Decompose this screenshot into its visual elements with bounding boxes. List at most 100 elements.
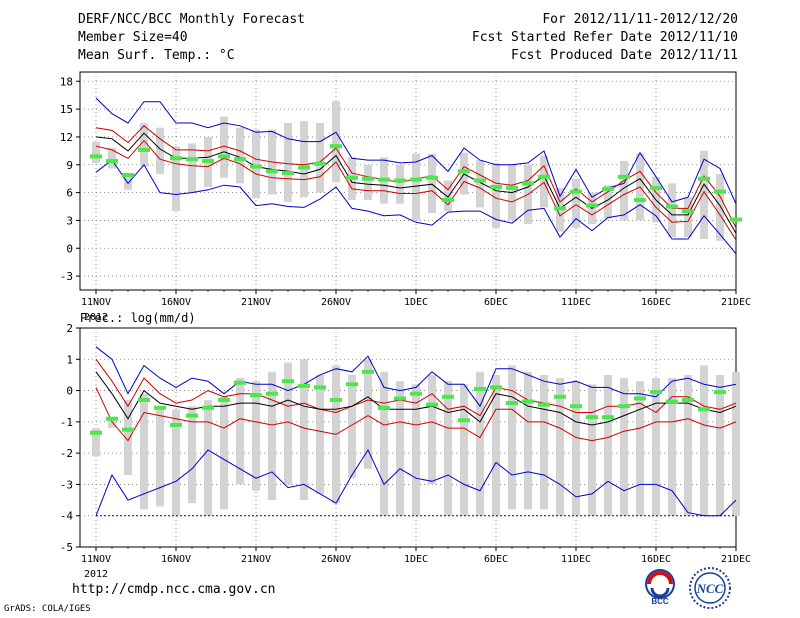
precipitation-ytick-label: -4 — [60, 510, 74, 523]
temperature-climatology-marker — [186, 157, 198, 162]
temperature-ensemble-box — [108, 148, 116, 169]
precipitation-ensemble-box — [364, 359, 372, 469]
temperature-climatology-marker — [170, 156, 182, 161]
temperature-frame — [79, 71, 737, 291]
precipitation-ensemble-box — [668, 378, 676, 516]
precipitation-climatology-marker — [378, 405, 390, 410]
precipitation-ensemble-box — [156, 406, 164, 507]
temperature-ensemble-box — [444, 180, 452, 212]
temperature-climatology-marker — [618, 174, 630, 179]
precipitation-climatology-marker — [346, 382, 358, 387]
temperature-ytick-label: 15 — [60, 103, 73, 116]
precipitation-xtick-label: 21DEC — [721, 554, 751, 565]
temperature-climatology-marker — [346, 175, 358, 180]
precipitation-ensemble-box — [700, 365, 708, 516]
temperature-climatology-marker — [730, 217, 742, 222]
precipitation-climatology-marker — [474, 387, 486, 392]
precipitation-ensemble-box — [236, 378, 244, 485]
temperature-climatology-marker — [666, 204, 678, 209]
temperature-xtick-label: 21DEC — [721, 297, 751, 308]
precipitation-ensemble-box — [380, 371, 388, 516]
temperature-climatology-marker — [538, 174, 550, 179]
precipitation-series-min — [95, 448, 737, 517]
temperature-climatology-marker — [522, 181, 534, 186]
precipitation-ensemble-box — [204, 399, 212, 516]
precipitation-climatology-marker — [314, 385, 326, 390]
temperature-climatology-marker — [474, 178, 486, 183]
temperature-climatology-marker — [90, 154, 102, 159]
temperature-xtick-label: 26NOV — [321, 297, 351, 308]
temperature-climatology-marker — [138, 147, 150, 152]
forecast-produced-date: Fcst Produced Date 2012/11/11 — [511, 48, 738, 63]
precipitation-climatology-marker — [538, 402, 550, 407]
precipitation-year-label: 2012 — [84, 569, 108, 580]
precipitation-climatology-marker — [618, 404, 630, 409]
temperature-climatology-marker — [202, 159, 214, 164]
temperature-climatology-marker — [586, 203, 598, 208]
temperature-ensemble-box — [284, 123, 292, 202]
temperature-climatology-marker — [442, 198, 454, 203]
ncc-logo-text: NCC — [696, 581, 724, 596]
precipitation-ensemble-box — [316, 374, 324, 494]
temperature-ensemble-box — [700, 150, 708, 239]
precipitation-climatology-marker — [282, 379, 294, 384]
precip-axis-label: Prec.: log(mm/d) — [80, 311, 196, 325]
temperature-ensemble-box — [684, 197, 692, 238]
temperature-ytick-label: 0 — [66, 242, 73, 255]
precipitation-climatology-marker — [90, 430, 102, 435]
temperature-ensemble-box — [540, 155, 548, 208]
temperature-ensemble-box — [572, 178, 580, 228]
precipitation-xtick-label: 16DEC — [641, 554, 671, 565]
precipitation-ensemble-box — [252, 381, 260, 491]
precipitation-climatology-marker — [410, 391, 422, 396]
precipitation-climatology-marker — [602, 415, 614, 420]
temperature-climatology-marker — [394, 178, 406, 183]
temperature-ensemble-box — [604, 185, 612, 219]
temperature-climatology-marker — [282, 171, 294, 176]
temperature-ensemble-box — [620, 161, 628, 221]
precipitation-ensemble-box — [732, 371, 740, 516]
precipitation-ensemble-box — [604, 374, 612, 516]
precipitation-ensemble-box — [508, 365, 516, 510]
temperature-ensemble-box — [140, 123, 148, 167]
precipitation-climatology-marker — [154, 405, 166, 410]
temperature-ensemble-box — [124, 174, 132, 190]
temperature-ensemble-box — [316, 123, 324, 193]
temperature-climatology-marker — [122, 172, 134, 177]
precipitation-climatology-marker — [186, 413, 198, 418]
temperature-ensemble-box — [188, 143, 196, 193]
precipitation-ensemble-box — [716, 374, 724, 516]
precipitation-climatology-marker — [138, 397, 150, 402]
precipitation-ensemble-box — [524, 371, 532, 510]
temperature-climatology-marker — [266, 169, 278, 174]
precipitation-climatology-marker — [442, 394, 454, 399]
precipitation-climatology-marker — [522, 399, 534, 404]
precipitation-ensemble-box — [540, 374, 548, 510]
precipitation-climatology-marker — [714, 390, 726, 395]
precipitation-ensemble-box — [412, 384, 420, 516]
precipitation-ensemble-box — [108, 418, 116, 429]
precipitation-climatology-marker — [650, 390, 662, 395]
precipitation-ensemble-box — [428, 374, 436, 485]
temperature-climatology-marker — [458, 169, 470, 174]
temperature-ensemble-box — [92, 141, 100, 163]
precipitation-climatology-marker — [458, 418, 470, 423]
temperature-climatology-marker — [698, 176, 710, 181]
precipitation-xtick-label: 26NOV — [321, 554, 351, 565]
precipitation-xtick-label: 21NOV — [241, 554, 271, 565]
precipitation-climatology-marker — [426, 402, 438, 407]
precipitation-climatology-marker — [218, 397, 230, 402]
temperature-ensemble-box — [668, 183, 676, 238]
temperature-series-lower — [95, 139, 737, 241]
precipitation-ensemble-box — [492, 374, 500, 516]
precipitation-series-max — [95, 346, 737, 408]
precipitation-ensemble-box — [476, 371, 484, 516]
temperature-climatology-marker — [410, 177, 422, 182]
precipitation-ensemble-box — [348, 374, 356, 479]
temperature-xtick-label: 16NOV — [161, 297, 191, 308]
precipitation-xtick-label: 11DEC — [561, 554, 591, 565]
precipitation-ensemble-box — [444, 381, 452, 516]
temperature-ensemble-box — [492, 162, 500, 228]
precipitation-ytick-label: 1 — [66, 353, 73, 366]
